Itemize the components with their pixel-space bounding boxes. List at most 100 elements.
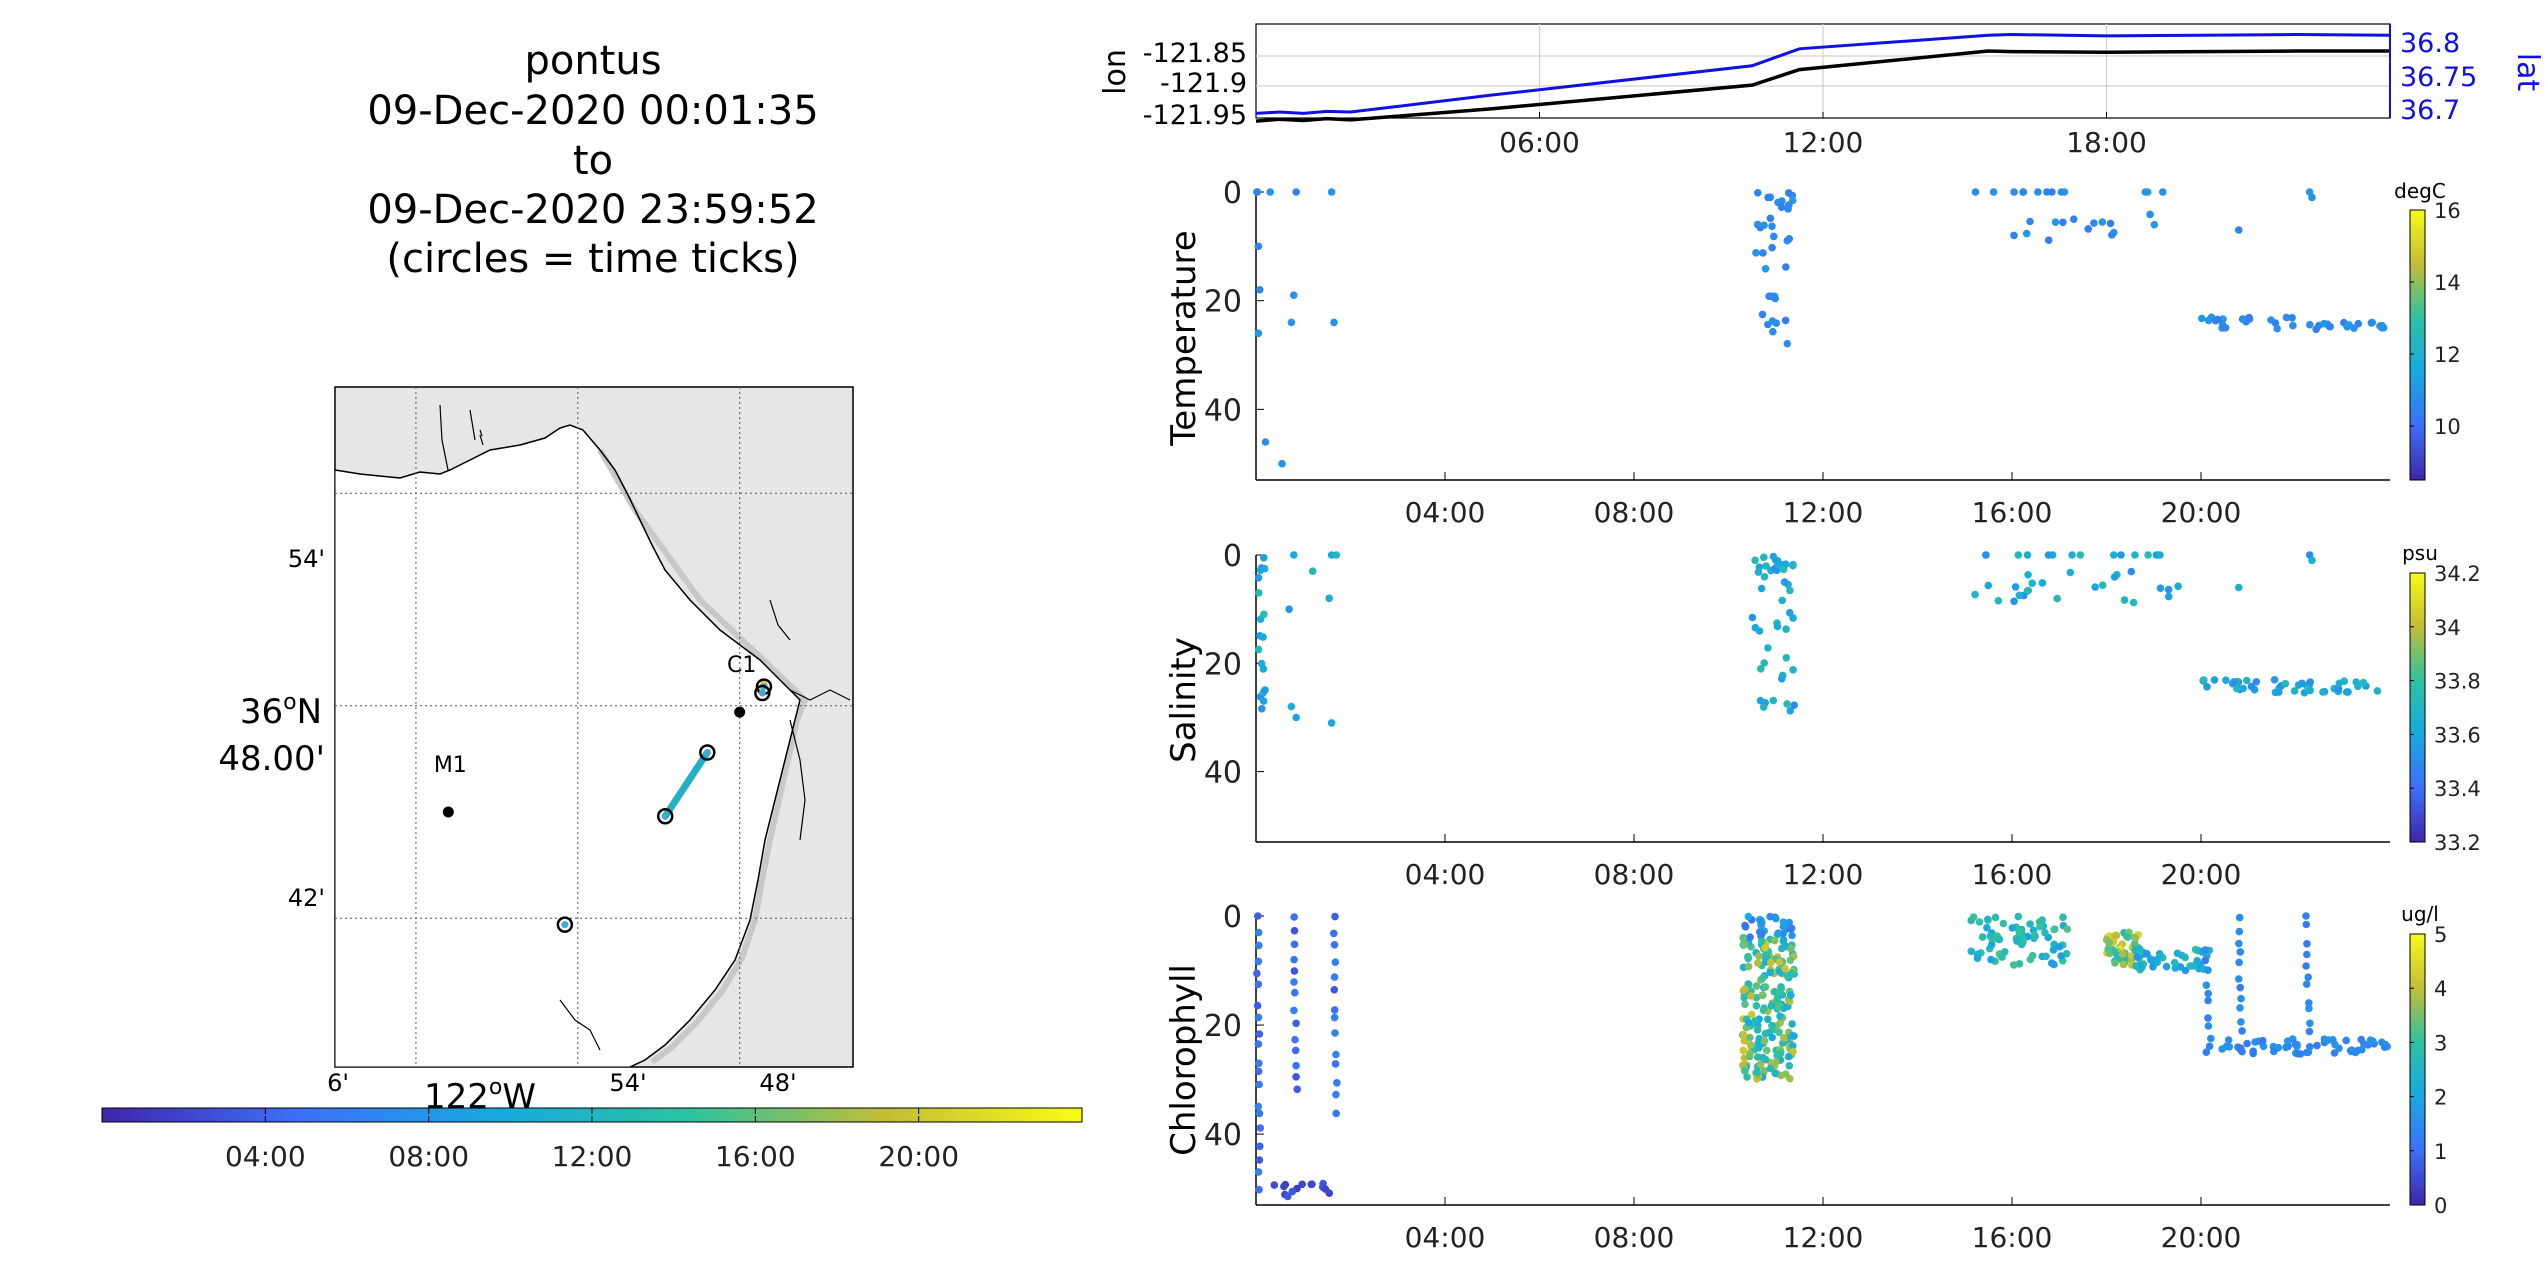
lat-tick-2: 36.75 [2400, 62, 2477, 93]
panel-0-point-63 [2051, 218, 2060, 226]
panel-2-point-92 [1741, 1000, 1749, 1009]
panel-2-point-276 [1741, 985, 1749, 993]
panel-2-point-453 [2191, 945, 2200, 954]
panel-0-point-55 [2010, 188, 2018, 196]
panel-1-point-142 [2342, 688, 2351, 696]
panel-2-point-231 [1760, 1037, 1769, 1045]
panel-0-point-43 [1753, 220, 1762, 229]
chlorophyll-panel: 0 20 40 04:00 08:00 12:00 16:00 20:00 5 4 3 2 1 0 Chl… [1164, 900, 2447, 1254]
panel-0-point-101 [2343, 323, 2351, 331]
panel-2-point-248 [1744, 1018, 1753, 1027]
panel-2-point-230 [1739, 1046, 1748, 1055]
panel-2-point-2 [1255, 941, 1263, 950]
panel-0-point-4 [1261, 438, 1270, 446]
panel-2-point-180 [1779, 930, 1787, 938]
panel-1-point-61 [1773, 622, 1782, 631]
panel-2-point-541 [2283, 1037, 2292, 1045]
lonlat-gridlines [1256, 24, 2390, 118]
panel-2-point-59 [1288, 1187, 1297, 1196]
panel-1-point-20 [1287, 702, 1296, 711]
panel-1-point-110 [2131, 551, 2139, 559]
panel-1-point-148 [2275, 688, 2283, 696]
panel-2-point-262 [1787, 944, 1795, 953]
panel-2-point-10 [1255, 1059, 1263, 1068]
time-cbar-label-0: 04:00 [225, 1140, 306, 1173]
panel-2-point-286 [1776, 1012, 1784, 1020]
panel-0-point-53 [2059, 218, 2067, 227]
panel-2-point-271 [1775, 958, 1784, 966]
panel-1-point-58 [1780, 578, 1789, 586]
panel-2-point-411 [2119, 960, 2128, 969]
panel-2-point-24 [1290, 967, 1299, 975]
salinity-units: psu [2402, 541, 2438, 565]
lat-tick-1: 36.8 [2400, 28, 2460, 59]
lon-tick-3: -121.95 [1143, 100, 1247, 131]
panel-2-point-250 [1789, 1042, 1797, 1050]
panel-1-colorbar [2409, 572, 2426, 843]
time-tick-fill-1 [661, 812, 669, 820]
salinity-scatter: 0 20 40 04:00 08:00 12:00 16:00 20:00 34.2 34 33.8… [1204, 539, 2481, 891]
panel-2-point-41 [1330, 1013, 1339, 1022]
panel-0-point-65 [2019, 188, 2027, 196]
panel-2-point-466 [2205, 1042, 2214, 1051]
panel-2-point-540 [2282, 1043, 2290, 1052]
panel-1-cbar-label-4: 33.4 [2434, 777, 2481, 801]
panel-2-point-501 [2304, 1048, 2313, 1056]
panel-2-point-61 [1321, 1185, 1330, 1193]
panel-1-point-34 [1757, 584, 1766, 593]
panel-2-point-32 [1292, 1073, 1300, 1081]
panel-2-point-209 [1744, 912, 1753, 921]
panel-1-point-145 [2239, 684, 2247, 693]
panel-2-point-42 [1331, 1029, 1339, 1037]
panel-2-point-52 [1298, 1180, 1306, 1189]
panel-0-point-9 [1287, 318, 1296, 327]
panel-2-point-25 [1290, 978, 1298, 986]
panel-2-point-507 [2249, 1047, 2257, 1055]
panel-2-point-22 [1290, 940, 1299, 949]
panel-2-point-30 [1291, 1046, 1300, 1055]
panel-2-point-290 [1776, 1049, 1785, 1058]
panel-2-point-44 [1331, 1060, 1340, 1068]
panel-1-point-19 [1285, 605, 1293, 613]
panel-0-point-7 [1327, 188, 1336, 196]
panel-2-point-349 [1973, 954, 1982, 962]
lon-label-6: 6' [327, 1069, 349, 1097]
panel-0-point-76 [2235, 226, 2243, 234]
panel-2-point-15 [1256, 1124, 1265, 1132]
panel-0-cbar-label-2: 12 [2434, 343, 2461, 367]
panel-2-point-471 [2235, 958, 2243, 967]
panel-1-point-96 [2014, 551, 2023, 559]
panel-2-ytick-label-1: 20 [1204, 1009, 1242, 1044]
panel-1-point-36 [1778, 675, 1786, 683]
panel-2-point-7 [1254, 1013, 1263, 1022]
panel-1-point-114 [2308, 556, 2316, 565]
panel-2-point-525 [2342, 1036, 2350, 1045]
panel-1-point-56 [1760, 659, 1768, 667]
panel-1-point-53 [1754, 568, 1763, 576]
panel-2-point-285 [1758, 918, 1766, 927]
panel-0-point-51 [1989, 188, 1998, 196]
panel-0-point-69 [2108, 231, 2116, 239]
panel-1-point-95 [2066, 568, 2075, 577]
panel-0-point-83 [2288, 314, 2296, 322]
panel-1-point-88 [2028, 579, 2036, 587]
panel-2-point-326 [1969, 913, 1978, 921]
panel-0-xtick-label-1: 08:00 [1594, 496, 1675, 529]
panel-2-point-0 [1254, 912, 1262, 920]
panel-2-point-456 [2143, 949, 2151, 958]
panel-2-point-222 [1752, 1002, 1761, 1010]
panel-2-point-529 [2380, 1043, 2389, 1051]
map-coastline [335, 424, 801, 1067]
panel-2-point-259 [1740, 994, 1748, 1002]
panel-2-point-45 [1333, 1079, 1341, 1087]
panel-2-point-267 [1758, 974, 1767, 982]
panel-2-point-60 [1284, 1192, 1292, 1201]
panel-0-point-104 [2320, 319, 2328, 328]
panel-2-point-57 [1308, 1180, 1316, 1188]
panel-1-point-139 [2233, 684, 2241, 693]
panel-2-point-469 [2235, 939, 2243, 948]
panel-2-point-211 [1755, 1044, 1763, 1052]
panel-0-point-110 [2267, 316, 2275, 324]
panel-2-point-473 [2236, 983, 2244, 992]
panel-1-point-41 [1748, 613, 1757, 622]
